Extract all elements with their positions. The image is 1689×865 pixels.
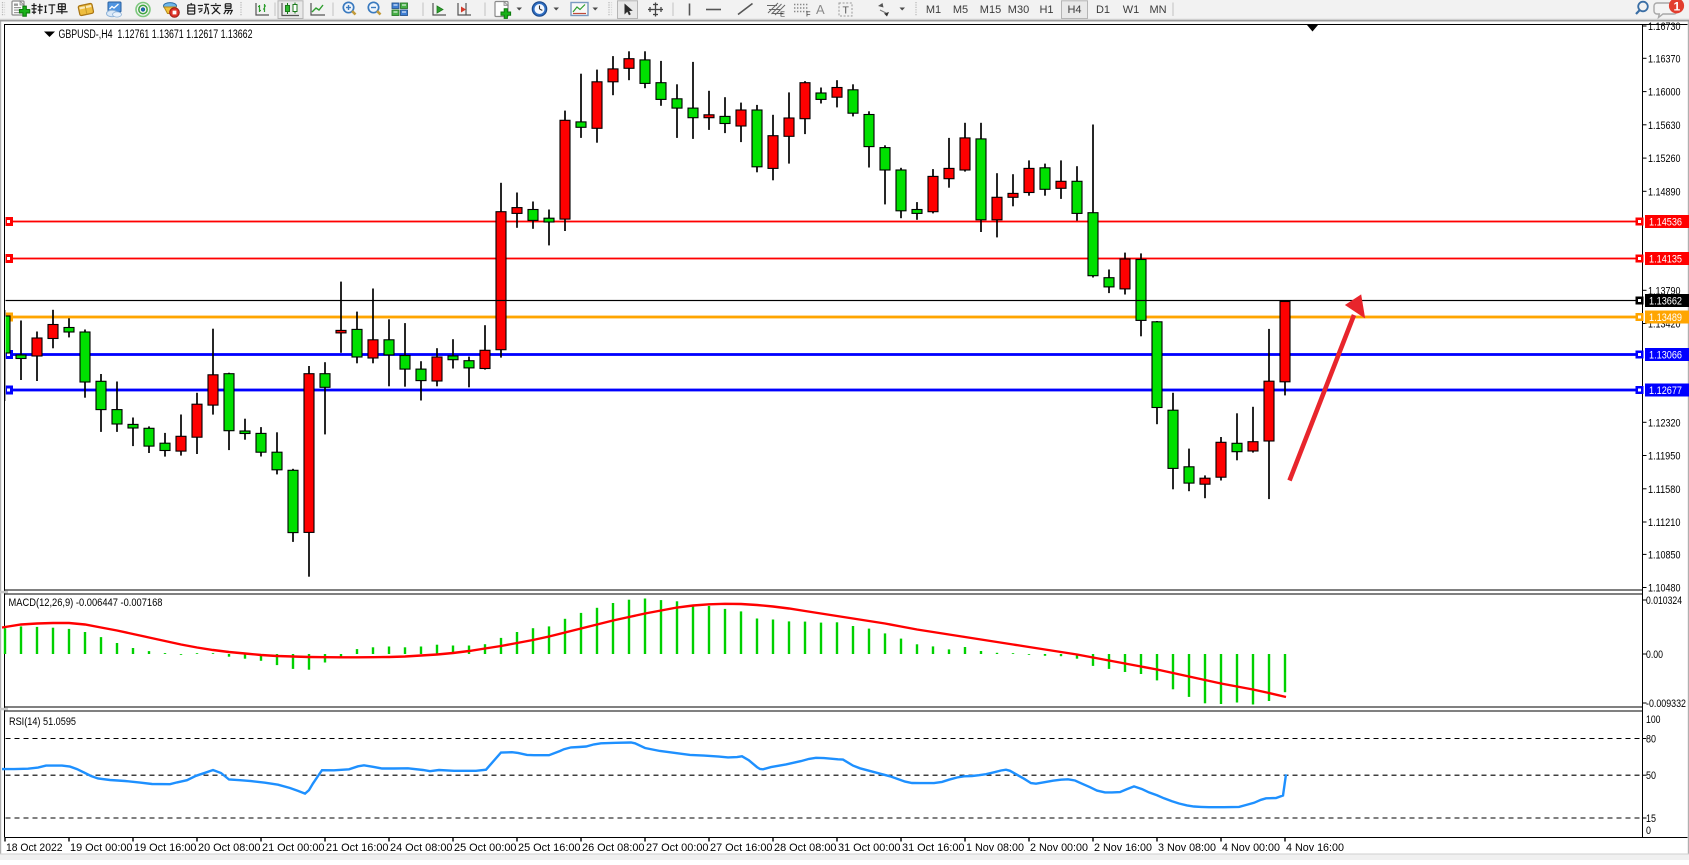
svg-text:4 Nov 00:00: 4 Nov 00:00 [1222, 842, 1280, 854]
svg-text:1.10480: 1.10480 [1648, 583, 1681, 595]
svg-text:1.15630: 1.15630 [1648, 120, 1681, 132]
svg-text:2 Nov 16:00: 2 Nov 16:00 [1094, 842, 1152, 854]
svg-text:0: 0 [1646, 825, 1651, 837]
svg-text:100: 100 [1646, 714, 1661, 726]
svg-text:M30: M30 [1008, 4, 1029, 16]
svg-text:M5: M5 [953, 4, 968, 16]
svg-text:28 Oct 08:00: 28 Oct 08:00 [774, 842, 837, 854]
svg-text:1.12677: 1.12677 [1649, 385, 1682, 397]
svg-text:20 Oct 08:00: 20 Oct 08:00 [198, 842, 261, 854]
svg-text:1.15260: 1.15260 [1648, 153, 1681, 165]
svg-text:19 Oct 00:00: 19 Oct 00:00 [70, 842, 133, 854]
svg-text:1.10850: 1.10850 [1648, 549, 1681, 561]
svg-text:2 Nov 00:00: 2 Nov 00:00 [1030, 842, 1088, 854]
svg-text:25 Oct 16:00: 25 Oct 16:00 [518, 842, 581, 854]
svg-text:1 Nov 08:00: 1 Nov 08:00 [966, 842, 1024, 854]
svg-text:MN: MN [1149, 4, 1166, 16]
svg-text:1.16370: 1.16370 [1648, 53, 1681, 65]
svg-text:-0.009332: -0.009332 [1646, 698, 1686, 710]
svg-text:0.00: 0.00 [1646, 649, 1663, 661]
svg-text:MACD(12,26,9) -0.006447 -0.007: MACD(12,26,9) -0.006447 -0.007168 [9, 597, 163, 609]
svg-text:F: F [806, 10, 811, 19]
svg-text:1.13489: 1.13489 [1649, 312, 1682, 324]
svg-text:1: 1 [1674, 0, 1681, 13]
svg-text:M15: M15 [980, 4, 1001, 16]
svg-text:W1: W1 [1123, 4, 1140, 16]
svg-text:T: T [843, 5, 850, 17]
svg-text:3 Nov 08:00: 3 Nov 08:00 [1158, 842, 1216, 854]
svg-text:1.11210: 1.11210 [1648, 517, 1681, 529]
svg-text:A: A [816, 2, 825, 17]
svg-text:31 Oct 00:00: 31 Oct 00:00 [838, 842, 901, 854]
svg-text:RSI(14) 51.0595: RSI(14) 51.0595 [9, 716, 76, 728]
svg-text:GBPUSD-,H4 1.12761 1.13671 1.: GBPUSD-,H4 1.12761 1.13671 1.12617 1.136… [59, 29, 253, 41]
svg-text:1.11580: 1.11580 [1648, 484, 1681, 496]
svg-text:15: 15 [1646, 813, 1656, 825]
svg-text:D1: D1 [1096, 4, 1110, 16]
svg-text:21 Oct 00:00: 21 Oct 00:00 [262, 842, 325, 854]
svg-text:1.12320: 1.12320 [1648, 417, 1681, 429]
svg-text:1.16000: 1.16000 [1648, 87, 1681, 99]
svg-text:25 Oct 00:00: 25 Oct 00:00 [454, 842, 517, 854]
svg-text:24 Oct 08:00: 24 Oct 08:00 [390, 842, 453, 854]
svg-text:1.14890: 1.14890 [1648, 186, 1681, 198]
svg-text:1.11950: 1.11950 [1648, 451, 1681, 463]
svg-text:4 Nov 16:00: 4 Nov 16:00 [1286, 842, 1344, 854]
svg-text:27 Oct 16:00: 27 Oct 16:00 [710, 842, 773, 854]
svg-text:H4: H4 [1067, 4, 1081, 16]
svg-text:1.13662: 1.13662 [1649, 296, 1682, 308]
svg-text:27 Oct 00:00: 27 Oct 00:00 [646, 842, 709, 854]
svg-text:1.14536: 1.14536 [1649, 217, 1682, 229]
svg-text:80: 80 [1646, 734, 1656, 746]
svg-text:26 Oct 08:00: 26 Oct 08:00 [582, 842, 645, 854]
svg-text:21 Oct 16:00: 21 Oct 16:00 [326, 842, 389, 854]
svg-text:1.13066: 1.13066 [1649, 350, 1682, 362]
svg-text:E: E [780, 10, 785, 19]
svg-text:M1: M1 [926, 4, 941, 16]
svg-text:19 Oct 16:00: 19 Oct 16:00 [134, 842, 197, 854]
svg-text:0.010324: 0.010324 [1646, 595, 1682, 607]
svg-text:50: 50 [1646, 770, 1656, 782]
svg-text:H1: H1 [1039, 4, 1053, 16]
svg-text:1.16730: 1.16730 [1648, 21, 1681, 33]
svg-text:1.14135: 1.14135 [1649, 254, 1682, 266]
svg-text:31 Oct 16:00: 31 Oct 16:00 [902, 842, 965, 854]
svg-text:18 Oct 2022: 18 Oct 2022 [6, 842, 63, 854]
